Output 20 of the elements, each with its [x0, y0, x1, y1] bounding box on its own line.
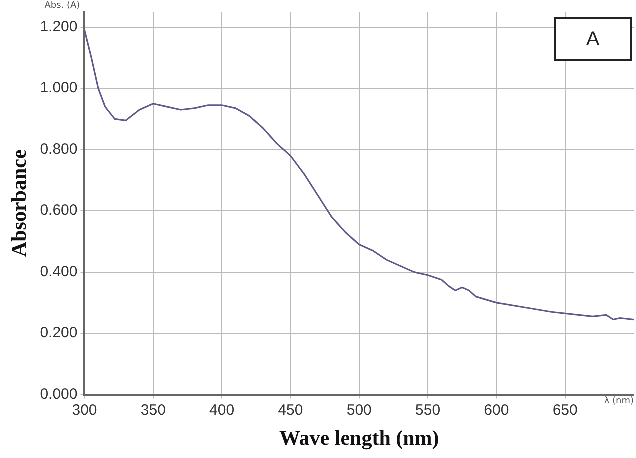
x-tick-label: 400 [210, 402, 235, 419]
x-axis-title: Wave length (nm) [279, 426, 440, 450]
y-axis-title: Absorbance [7, 150, 32, 258]
x-tick-label: 450 [278, 402, 304, 419]
text: Abs. (A) [44, 0, 80, 11]
annotation: A [586, 28, 600, 51]
x-tick-label: 600 [484, 402, 510, 419]
x-tick-label: 550 [416, 402, 441, 419]
y-tick-label: 0.600 [40, 202, 78, 220]
y-tick-label: 1.000 [40, 80, 78, 97]
y-tick-label: 0.000 [40, 386, 78, 403]
y-tick-label: 0.800 [40, 140, 78, 158]
x-tick-label: 500 [346, 402, 372, 419]
y-tick-label: 1.200 [40, 18, 78, 36]
x-tick-label: 300 [72, 402, 98, 419]
text: λ (nm) [604, 396, 634, 407]
x-tick-label: 350 [140, 402, 166, 419]
x-tick-label: 650 [552, 402, 578, 419]
y-tick-label: 0.400 [40, 263, 78, 280]
y-tick-label: 0.200 [40, 324, 78, 342]
